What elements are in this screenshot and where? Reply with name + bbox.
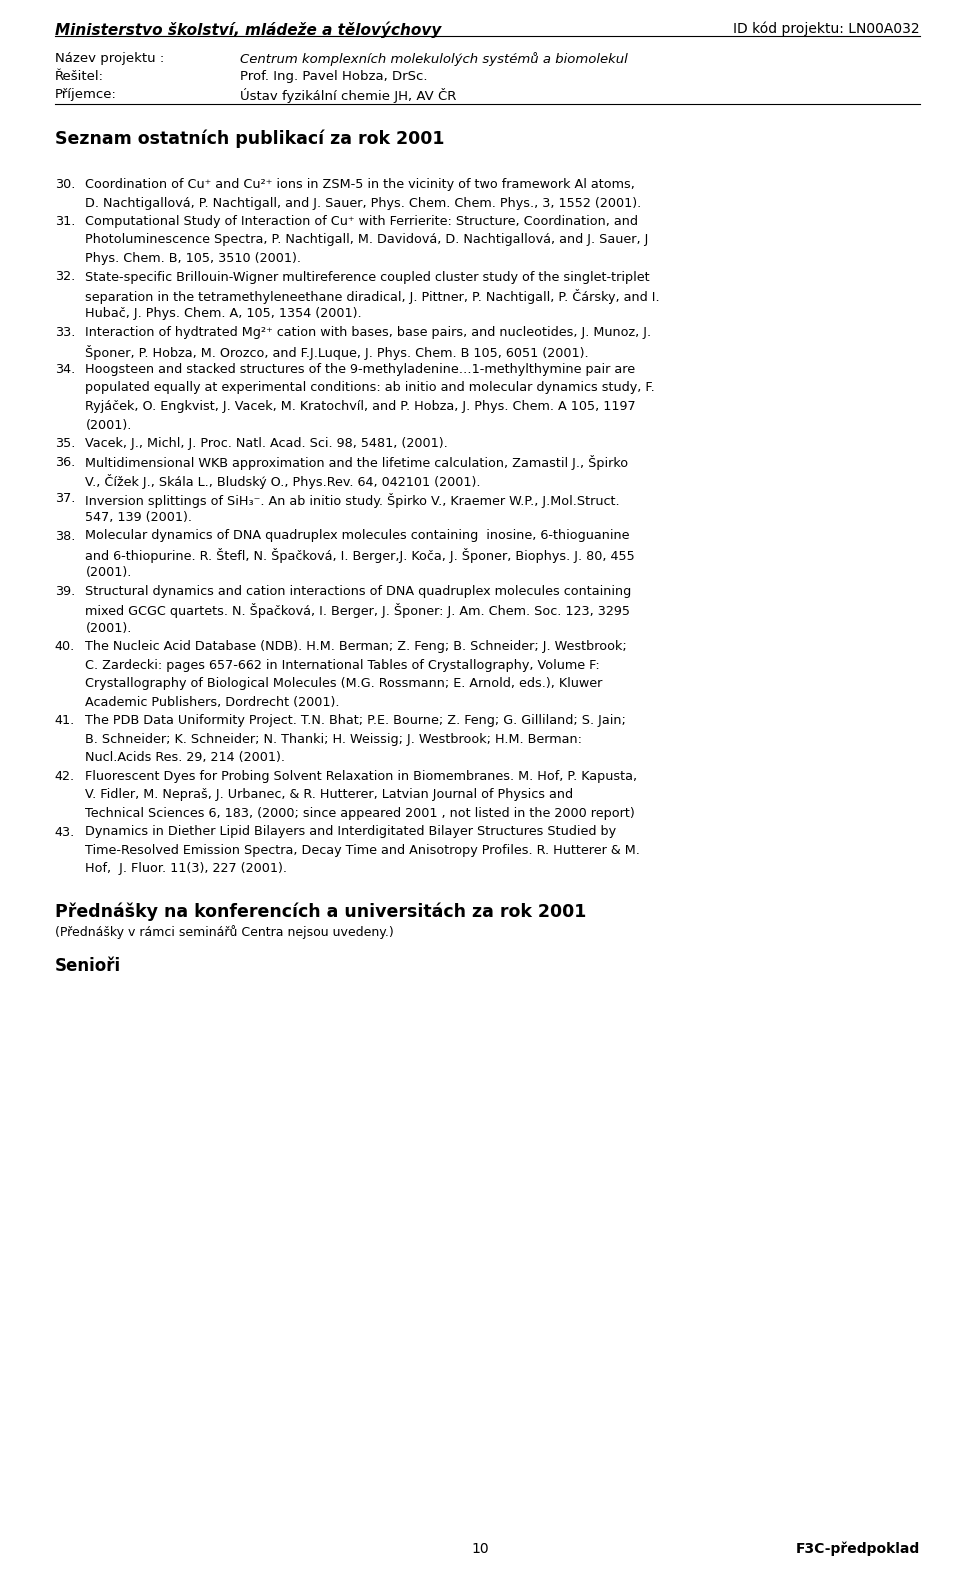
Text: Crystallography of Biological Molecules (M.G. Rossmann; E. Arnold, eds.), Kluwer: Crystallography of Biological Molecules … [85, 677, 603, 691]
Text: 10: 10 [471, 1542, 489, 1556]
Text: Centrum komplexních molekulolých systémů a biomolekul: Centrum komplexních molekulolých systémů… [240, 52, 628, 67]
Text: Prof. Ing. Pavel Hobza, DrSc.: Prof. Ing. Pavel Hobza, DrSc. [240, 70, 427, 82]
Text: ID kód projektu: LN00A032: ID kód projektu: LN00A032 [733, 22, 920, 36]
Text: 35.: 35. [55, 437, 75, 450]
Text: Vacek, J., Michl, J. Proc. Natl. Acad. Sci. 98, 5481, (2001).: Vacek, J., Michl, J. Proc. Natl. Acad. S… [85, 437, 448, 450]
Text: 36.: 36. [55, 455, 75, 469]
Text: Phys. Chem. B, 105, 3510 (2001).: Phys. Chem. B, 105, 3510 (2001). [85, 252, 301, 265]
Text: Ústav fyzikální chemie JH, AV ČR: Ústav fyzikální chemie JH, AV ČR [240, 89, 456, 103]
Text: Název projektu :: Název projektu : [55, 52, 164, 65]
Text: Hoogsteen and stacked structures of the 9-methyladenine…1-methylthymine pair are: Hoogsteen and stacked structures of the … [85, 363, 636, 376]
Text: and 6-thiopurine. R. Štefl, N. Špačková, I. Berger,J. Koča, J. Šponer, Biophys. : and 6-thiopurine. R. Štefl, N. Špačková,… [85, 548, 636, 563]
Text: mixed GCGC quartets. N. Špačková, I. Berger, J. Šponer: J. Am. Chem. Soc. 123, 3: mixed GCGC quartets. N. Špačková, I. Ber… [85, 604, 631, 618]
Text: 33.: 33. [55, 327, 75, 339]
Text: C. Zardecki: pages 657-662 in International Tables of Crystallography, Volume F:: C. Zardecki: pages 657-662 in Internatio… [85, 659, 600, 672]
Text: 547, 139 (2001).: 547, 139 (2001). [85, 510, 192, 525]
Text: Inversion splittings of SiH₃⁻. An ab initio study. Špirko V., Kraemer W.P., J.Mo: Inversion splittings of SiH₃⁻. An ab ini… [85, 493, 620, 507]
Text: (2001).: (2001). [85, 418, 132, 431]
Text: Time-Resolved Emission Spectra, Decay Time and Anisotropy Profiles. R. Hutterer : Time-Resolved Emission Spectra, Decay Ti… [85, 843, 640, 857]
Text: Hof,  J. Fluor. 11(3), 227 (2001).: Hof, J. Fluor. 11(3), 227 (2001). [85, 862, 287, 875]
Text: The PDB Data Uniformity Project. T.N. Bhat; P.E. Bourne; Z. Feng; G. Gilliland; : The PDB Data Uniformity Project. T.N. Bh… [85, 715, 626, 728]
Text: (2001).: (2001). [85, 566, 132, 580]
Text: F3C-předpoklad: F3C-předpoklad [796, 1542, 920, 1556]
Text: Řešitel:: Řešitel: [55, 70, 104, 82]
Text: Přednášky na konferencích a universitách za rok 2001: Přednášky na konferencích a universitách… [55, 903, 587, 921]
Text: 37.: 37. [55, 493, 75, 506]
Text: 41.: 41. [55, 715, 75, 728]
Text: Molecular dynamics of DNA quadruplex molecules containing  inosine, 6-thioguanin: Molecular dynamics of DNA quadruplex mol… [85, 529, 630, 542]
Text: Coordination of Cu⁺ and Cu²⁺ ions in ZSM-5 in the vicinity of two framework Al a: Coordination of Cu⁺ and Cu²⁺ ions in ZSM… [85, 178, 636, 192]
Text: 30.: 30. [55, 178, 75, 192]
Text: (2001).: (2001). [85, 621, 132, 636]
Text: 39.: 39. [55, 585, 75, 598]
Text: Seznam ostatních publikací za rok 2001: Seznam ostatních publikací za rok 2001 [55, 130, 444, 149]
Text: Fluorescent Dyes for Probing Solvent Relaxation in Biomembranes. M. Hof, P. Kapu: Fluorescent Dyes for Probing Solvent Rel… [85, 770, 637, 783]
Text: Dynamics in Diether Lipid Bilayers and Interdigitated Bilayer Structures Studied: Dynamics in Diether Lipid Bilayers and I… [85, 826, 616, 838]
Text: 31.: 31. [55, 216, 75, 228]
Text: Technical Sciences 6, 183, (2000; since appeared 2001 , not listed in the 2000 r: Technical Sciences 6, 183, (2000; since … [85, 807, 636, 819]
Text: Ryjáček, O. Engkvist, J. Vacek, M. Kratochvíl, and P. Hobza, J. Phys. Chem. A 10: Ryjáček, O. Engkvist, J. Vacek, M. Krato… [85, 399, 636, 414]
Text: 38.: 38. [55, 529, 75, 542]
Text: Multidimensional WKB approximation and the lifetime calculation, Zamastil J., Šp: Multidimensional WKB approximation and t… [85, 455, 629, 471]
Text: Interaction of hydtrated Mg²⁺ cation with bases, base pairs, and nucleotides, J.: Interaction of hydtrated Mg²⁺ cation wit… [85, 327, 652, 339]
Text: Ministerstvo školství, mládeže a tělovýchovy: Ministerstvo školství, mládeže a tělovýc… [55, 22, 441, 38]
Text: Academic Publishers, Dordrecht (2001).: Academic Publishers, Dordrecht (2001). [85, 696, 340, 708]
Text: Senioři: Senioři [55, 957, 121, 975]
Text: Photoluminescence Spectra, P. Nachtigall, M. Davidová, D. Nachtigallová, and J. : Photoluminescence Spectra, P. Nachtigall… [85, 233, 649, 247]
Text: Nucl.Acids Res. 29, 214 (2001).: Nucl.Acids Res. 29, 214 (2001). [85, 751, 285, 764]
Text: Structural dynamics and cation interactions of DNA quadruplex molecules containi: Structural dynamics and cation interacti… [85, 585, 632, 598]
Text: 32.: 32. [55, 271, 75, 284]
Text: populated equally at experimental conditions: ab initio and molecular dynamics s: populated equally at experimental condit… [85, 382, 655, 395]
Text: The Nucleic Acid Database (NDB). H.M. Berman; Z. Feng; B. Schneider; J. Westbroo: The Nucleic Acid Database (NDB). H.M. Be… [85, 640, 627, 653]
Text: Computational Study of Interaction of Cu⁺ with Ferrierite: Structure, Coordinati: Computational Study of Interaction of Cu… [85, 216, 638, 228]
Text: 42.: 42. [55, 770, 75, 783]
Text: Příjemce:: Příjemce: [55, 89, 116, 101]
Text: (Přednášky v rámci seminářů Centra nejsou uvedeny.): (Přednášky v rámci seminářů Centra nejso… [55, 926, 394, 938]
Text: separation in the tetramethyleneethane diradical, J. Pittner, P. Nachtigall, P. : separation in the tetramethyleneethane d… [85, 288, 660, 304]
Text: V., Čížek J., Skála L., Bludský O., Phys.Rev. 64, 042101 (2001).: V., Čížek J., Skála L., Bludský O., Phys… [85, 474, 481, 490]
Text: Šponer, P. Hobza, M. Orozco, and F.J.Luque, J. Phys. Chem. B 105, 6051 (2001).: Šponer, P. Hobza, M. Orozco, and F.J.Luq… [85, 344, 589, 360]
Text: Hubač, J. Phys. Chem. A, 105, 1354 (2001).: Hubač, J. Phys. Chem. A, 105, 1354 (2001… [85, 307, 362, 320]
Text: D. Nachtigallová, P. Nachtigall, and J. Sauer, Phys. Chem. Chem. Phys., 3, 1552 : D. Nachtigallová, P. Nachtigall, and J. … [85, 197, 641, 209]
Text: V. Fidler, M. Nepraš, J. Urbanec, & R. Hutterer, Latvian Journal of Physics and: V. Fidler, M. Nepraš, J. Urbanec, & R. H… [85, 788, 573, 802]
Text: 40.: 40. [55, 640, 75, 653]
Text: B. Schneider; K. Schneider; N. Thanki; H. Weissig; J. Westbrook; H.M. Berman:: B. Schneider; K. Schneider; N. Thanki; H… [85, 732, 583, 747]
Text: 43.: 43. [55, 826, 75, 838]
Text: 34.: 34. [55, 363, 75, 376]
Text: State-specific Brillouin-Wigner multireference coupled cluster study of the sing: State-specific Brillouin-Wigner multiref… [85, 271, 650, 284]
